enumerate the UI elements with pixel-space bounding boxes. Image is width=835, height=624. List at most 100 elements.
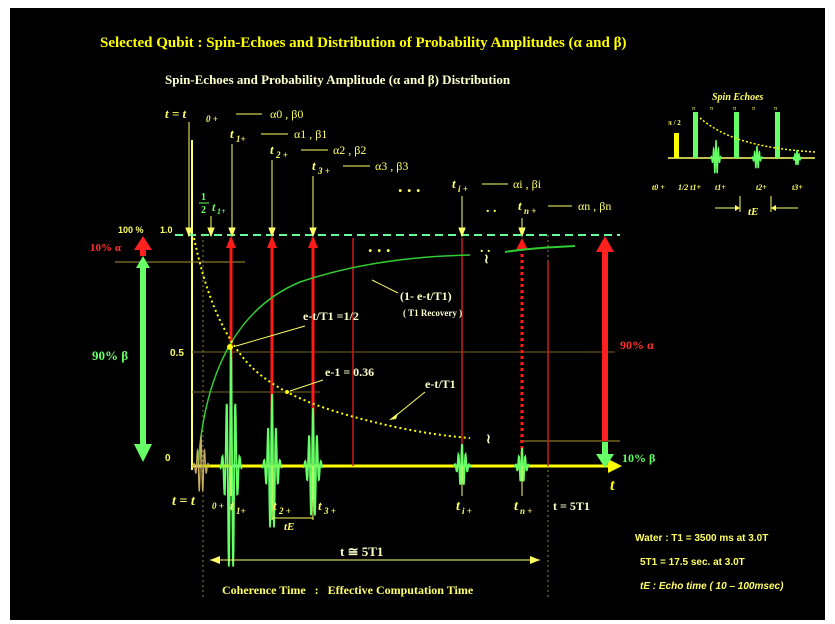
bottom-tn-label: t <box>514 499 519 514</box>
inset-pi-label-2: π <box>733 106 736 112</box>
top-time-labels: t = t 0 + t 1+ t 2 + t 3 + t i + t n + <box>165 106 536 216</box>
echo-t3 <box>302 407 324 516</box>
top-tn-label: t <box>518 198 522 213</box>
inset-pi-pulse-1 <box>693 112 698 158</box>
top-dash-lines <box>236 113 572 207</box>
inset-pi-pulse-2 <box>734 112 739 158</box>
half-intersection <box>227 344 233 350</box>
top-dots: . . . <box>398 176 421 196</box>
top-a3b3: α3 , β3 <box>375 159 408 173</box>
bottom-t1-label: t <box>230 498 234 513</box>
top-t0-sub: 0 + <box>206 114 218 124</box>
alpha-left-arrow-icon <box>134 236 152 250</box>
inset-t0: t0 + <box>652 183 665 192</box>
beta-right-arrow-icon <box>596 454 614 468</box>
slide-title: Selected Qubit : Spin-Echoes and Distrib… <box>100 35 627 51</box>
label-y-05: 0.5 <box>170 348 184 359</box>
label-10-beta: 10% β <box>622 451 655 465</box>
coherence-label: Coherence Time : Effective Computation T… <box>222 583 474 597</box>
inset-echo-1 <box>709 139 723 174</box>
recovery-sub-label: ( T1 Recovery ) <box>403 308 462 318</box>
top-t3-sub: 3 + <box>317 166 330 176</box>
bottom-t3-label: t <box>318 498 322 513</box>
label-90-alpha: 90% α <box>620 338 654 352</box>
top-aibi: αi , βi <box>513 177 542 191</box>
top-a1b1: α1 , β1 <box>294 127 327 141</box>
inset-title: Spin Echoes <box>712 92 764 103</box>
e-minus-1-point <box>285 390 289 394</box>
t-axis-label: t <box>610 477 615 494</box>
mid-dots: . . . <box>368 236 391 256</box>
top-t1-label: t <box>230 126 234 141</box>
decay-label: e-t/T1 <box>425 377 456 391</box>
inset-te-arrow-right-icon <box>771 205 776 211</box>
label-y-0: 0 <box>165 453 171 464</box>
inset-echo-signals <box>709 139 803 174</box>
top-t1-sub: 1+ <box>236 134 246 144</box>
top-dots-2: . . <box>486 201 497 216</box>
top-ti-label: t <box>452 176 456 191</box>
inset-te: tE <box>748 206 758 218</box>
bottom-ti-label: t <box>456 499 461 514</box>
e-minus-1-label: e-1 = 0.36 <box>325 365 374 379</box>
note-5t1: 5T1 = 17.5 sec. at 3.0T <box>640 557 745 568</box>
top-amplitude-labels: α0 , β0 α1 , β1 α2 , β2 α3 , β3 αi , βi … <box>270 107 611 213</box>
inset-pi-label-1: π <box>692 106 695 112</box>
top-ti-sub: i + <box>458 184 468 194</box>
bottom-ticks <box>230 466 523 520</box>
inset-half: 1/2 t1+ <box>678 183 701 192</box>
duration-arrow-right-icon <box>530 556 540 564</box>
bottom-t1-sub: 1+ <box>236 506 246 516</box>
diagram-subtitle: Spin-Echoes and Probability Amplitude (α… <box>165 72 511 87</box>
top-a2b2: α2 , β2 <box>333 143 366 157</box>
bottom-t2-sub: 2 + <box>278 506 291 516</box>
inset-t2: t2+ <box>756 183 767 192</box>
e-minus-1-pointer <box>289 379 324 392</box>
half-pointer <box>235 325 306 347</box>
duration-arrow-left-icon <box>210 556 220 564</box>
echo-tn <box>513 447 531 482</box>
decay-pointer <box>392 391 426 419</box>
inset-time-labels: t0 + 1/2 t1+ t1+ t2+ t3+ tE <box>652 183 803 218</box>
inset-t1: t1+ <box>715 183 726 192</box>
bottom-tn-sub: n + <box>520 506 532 516</box>
bottom-t2-label: t <box>273 498 277 513</box>
top-t2-label: t <box>270 142 274 157</box>
top-t2-sub: 2 + <box>275 150 288 160</box>
inset-te-arrow-left-icon <box>735 205 740 211</box>
echo-t2 <box>261 393 283 528</box>
inset-decay-curve <box>699 117 816 153</box>
inset-pi-pulse-3 <box>775 112 780 158</box>
bottom-t0-sub: 0 + <box>212 501 224 511</box>
x-axis-arrow-icon <box>608 459 622 473</box>
top-t0-label: t = t <box>165 106 187 121</box>
inset-pi-half-label: π / 2 <box>668 119 681 127</box>
recovery-curve <box>197 254 471 467</box>
pulse-t3-arrow-icon <box>308 236 318 248</box>
pointer-arrows <box>185 122 526 238</box>
alpha-right-arrow-icon <box>596 236 614 252</box>
mid-dots-2: . . <box>480 241 491 256</box>
pulse-t2-arrow-icon <box>267 236 277 248</box>
inset-pi-label-3: π <box>774 106 777 112</box>
half-t: t <box>212 200 216 214</box>
top-a0b0: α0 , β0 <box>270 107 303 121</box>
recovery-label: (1- e-t/T1) <box>400 289 452 303</box>
bottom-ti-sub: i + <box>462 506 472 516</box>
recovery-curve-tail <box>504 245 576 253</box>
half-curve-label: e-t/T1 =1/2 <box>303 309 359 323</box>
inset-t3: t3+ <box>792 183 803 192</box>
recovery-break-icon: ≀ <box>484 251 489 266</box>
decay-curve <box>193 237 471 439</box>
label-100-percent: 100 % <box>118 225 144 235</box>
echo-ti <box>452 443 472 485</box>
inset-echo-3 <box>791 149 803 166</box>
half-den: 2 <box>201 205 206 216</box>
spin-echoes-inset: Spin Echoes π / 2 π π π π π t0 + 1/2 t1+… <box>652 92 816 218</box>
decay-break-icon: ≀ <box>486 431 491 446</box>
bottom-t3-sub: 3 + <box>323 506 336 516</box>
top-t3-label: t <box>312 158 316 173</box>
pulse-t1-arrow-icon <box>226 236 236 248</box>
